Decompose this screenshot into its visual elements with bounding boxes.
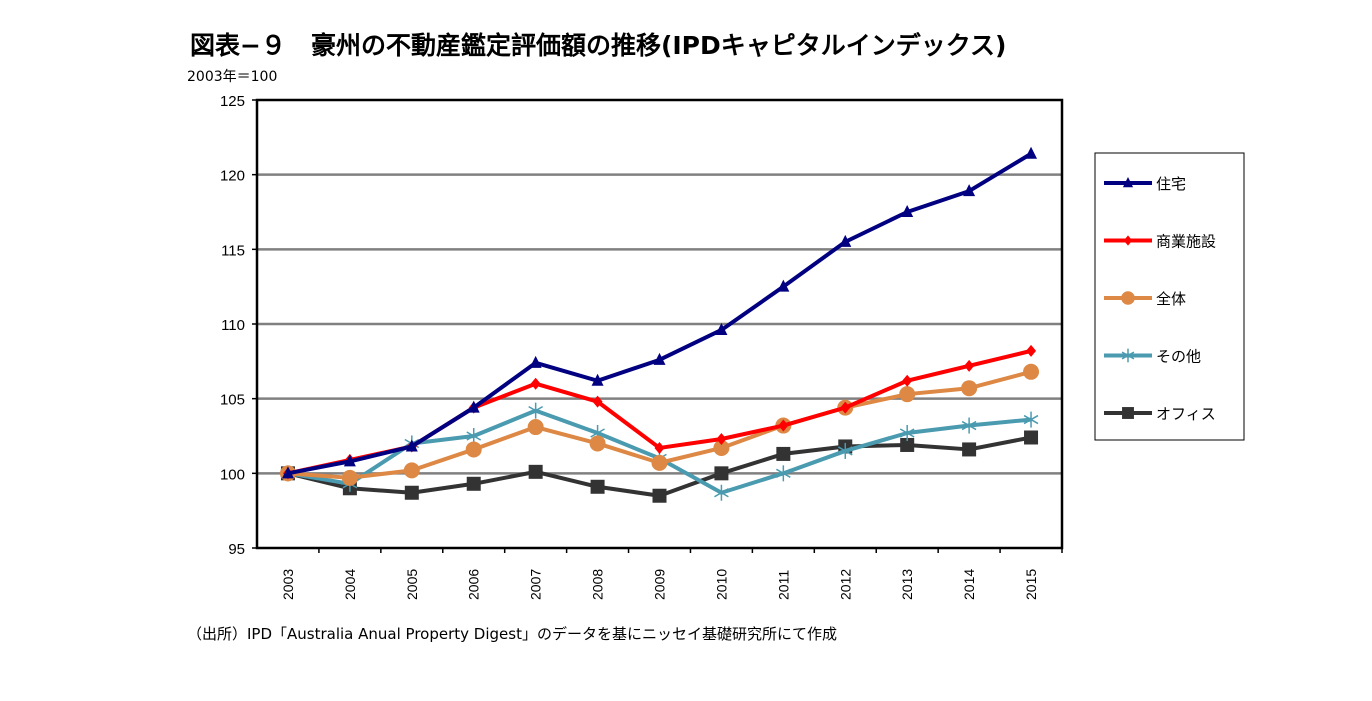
triangle-marker xyxy=(529,355,542,368)
square-marker xyxy=(652,488,667,503)
circle-marker xyxy=(651,454,668,471)
square-marker xyxy=(1024,430,1039,445)
triangle-marker xyxy=(653,352,666,365)
circle-marker xyxy=(403,462,420,479)
x-tick-label: 2009 xyxy=(652,569,668,600)
x-tick-label: 2011 xyxy=(775,570,791,600)
triangle-marker xyxy=(715,322,728,335)
square-marker xyxy=(404,485,419,500)
series-4 xyxy=(280,430,1039,503)
legend-label: 全体 xyxy=(1156,290,1186,308)
star-marker xyxy=(776,468,791,478)
square-marker xyxy=(528,464,543,479)
x-tick-label: 2005 xyxy=(404,569,420,600)
star-marker xyxy=(1023,414,1039,425)
y-tick-label: 120 xyxy=(220,168,245,185)
diamond-marker xyxy=(1123,235,1133,246)
triangle-marker xyxy=(591,373,604,386)
x-tick-label: 2006 xyxy=(466,569,482,600)
circle-marker xyxy=(527,419,544,436)
triangle-marker xyxy=(281,466,294,479)
x-tick-label: 2015 xyxy=(1023,569,1039,600)
diamond-marker xyxy=(1026,344,1037,357)
legend-label: オフィス xyxy=(1156,406,1216,423)
x-tick-label: 2007 xyxy=(528,569,544,600)
square-marker xyxy=(1122,407,1134,419)
star-marker xyxy=(899,428,915,438)
triangle-marker xyxy=(1122,177,1134,188)
triangle-marker xyxy=(1025,146,1038,159)
star-marker xyxy=(1121,351,1135,360)
series-0 xyxy=(281,146,1038,479)
star-marker xyxy=(466,431,482,441)
circle-marker xyxy=(713,439,730,456)
triangle-marker xyxy=(901,205,914,217)
square-marker xyxy=(714,466,729,481)
square-marker xyxy=(962,442,977,457)
square-marker xyxy=(900,437,915,452)
square-marker xyxy=(466,476,481,491)
star-marker xyxy=(528,405,543,416)
legend-label: その他 xyxy=(1156,349,1201,366)
star-marker xyxy=(714,488,729,498)
circle-marker xyxy=(899,386,916,403)
diamond-marker xyxy=(778,419,789,432)
star-marker xyxy=(837,446,853,456)
y-tick-label: 105 xyxy=(220,392,245,409)
square-marker xyxy=(590,479,605,494)
triangle-marker xyxy=(467,400,480,413)
diamond-marker xyxy=(964,359,975,372)
x-tick-label: 2012 xyxy=(837,569,853,600)
x-tick-label: 2013 xyxy=(899,569,915,600)
circle-marker xyxy=(465,441,482,458)
x-tick-label: 2010 xyxy=(713,569,729,600)
x-tick-label: 2014 xyxy=(961,569,977,600)
circle-marker xyxy=(1023,363,1040,380)
x-tick-label: 2008 xyxy=(590,569,606,600)
diamond-marker xyxy=(902,374,913,387)
y-tick-label: 110 xyxy=(221,317,245,334)
circle-marker xyxy=(1121,291,1135,305)
star-marker xyxy=(961,420,977,431)
y-tick-label: 100 xyxy=(220,466,245,483)
series-line xyxy=(287,152,1033,476)
triangle-marker xyxy=(405,439,418,452)
diamond-marker xyxy=(840,401,851,414)
diamond-marker xyxy=(592,395,603,408)
triangle-marker xyxy=(839,234,852,247)
diamond-marker xyxy=(530,377,541,390)
circle-marker xyxy=(961,380,978,397)
x-tick-label: 2004 xyxy=(342,569,358,600)
series-2 xyxy=(279,363,1040,486)
diamond-marker xyxy=(716,432,727,445)
x-tick-label: 2003 xyxy=(280,569,296,600)
triangle-marker xyxy=(777,279,790,292)
unit-label: 2003年＝100 xyxy=(187,69,278,85)
triangle-marker xyxy=(343,454,356,467)
y-tick-label: 125 xyxy=(220,93,245,110)
plot-area xyxy=(255,98,1064,550)
legend-label: 住宅 xyxy=(1156,176,1186,193)
circle-marker xyxy=(341,469,358,486)
diamond-marker xyxy=(654,441,665,454)
y-tick-label: 95 xyxy=(228,541,245,558)
star-marker xyxy=(590,428,605,438)
legend-label: 商業施設 xyxy=(1156,234,1216,251)
square-marker xyxy=(776,446,791,461)
circle-marker xyxy=(589,435,606,452)
chart-title: 図表−９ 豪州の不動産鑑定評価額の推移(IPDキャピタルインデックス) xyxy=(190,31,1007,60)
triangle-marker xyxy=(963,184,976,197)
y-tick-label: 115 xyxy=(221,242,245,259)
source-note: （出所）IPD「Australia Anual Property Digest」… xyxy=(187,625,837,643)
